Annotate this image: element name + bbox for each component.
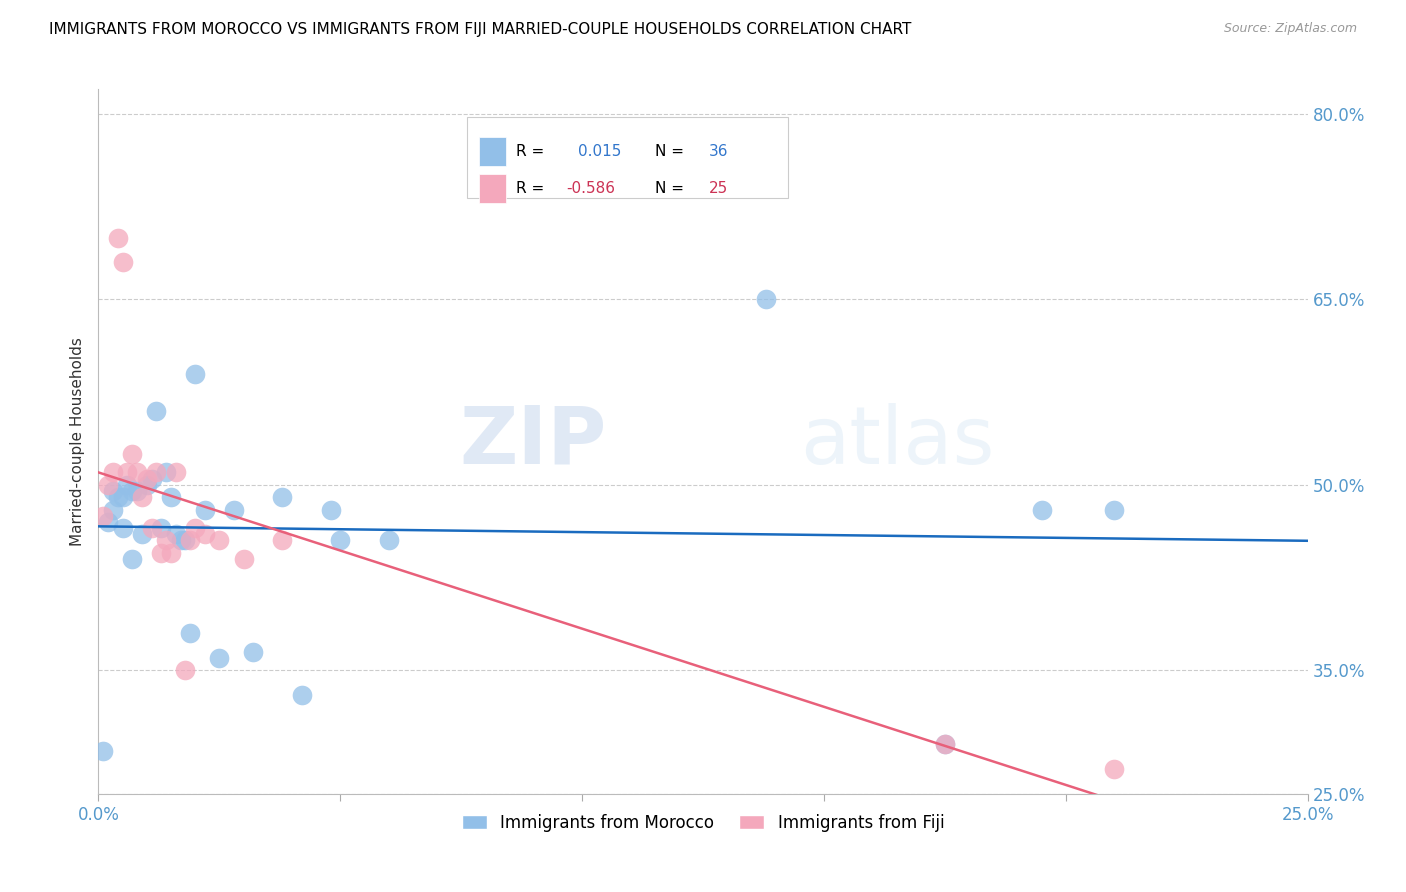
Point	[290, 688, 312, 702]
Point	[131, 527, 153, 541]
Text: -0.586: -0.586	[567, 181, 616, 196]
Text: atlas: atlas	[800, 402, 994, 481]
Point	[194, 527, 217, 541]
Point	[319, 502, 342, 516]
Text: IMMIGRANTS FROM MOROCCO VS IMMIGRANTS FROM FIJI MARRIED-COUPLE HOUSEHOLDS CORREL: IMMIGRANTS FROM MOROCCO VS IMMIGRANTS FR…	[49, 22, 911, 37]
Point	[208, 533, 231, 548]
Point	[121, 552, 143, 566]
Point	[160, 546, 183, 560]
Point	[145, 403, 167, 417]
Text: 25: 25	[709, 181, 728, 196]
Point	[107, 490, 129, 504]
Point	[127, 483, 149, 498]
Point	[169, 533, 191, 548]
Point	[141, 472, 163, 486]
Point	[101, 502, 124, 516]
Point	[934, 738, 956, 752]
Point	[150, 521, 173, 535]
Point	[208, 651, 231, 665]
Point	[160, 490, 183, 504]
Point	[150, 546, 173, 560]
Point	[1102, 502, 1125, 516]
Point	[155, 533, 177, 548]
Text: R =: R =	[516, 144, 554, 159]
Point	[111, 521, 134, 535]
Point	[111, 255, 134, 269]
Point	[194, 502, 217, 516]
Point	[165, 527, 187, 541]
Text: R =: R =	[516, 181, 548, 196]
Text: N =: N =	[655, 181, 689, 196]
Text: ZIP: ZIP	[458, 402, 606, 481]
Point	[91, 508, 114, 523]
Point	[121, 447, 143, 461]
Y-axis label: Married-couple Households: Married-couple Households	[69, 337, 84, 546]
Point	[101, 483, 124, 498]
Text: 0.015: 0.015	[578, 144, 621, 159]
Point	[179, 626, 201, 640]
Bar	[479, 136, 506, 166]
Point	[141, 521, 163, 535]
Text: 36: 36	[709, 144, 728, 159]
Point	[135, 472, 157, 486]
Bar	[479, 174, 506, 203]
Point	[179, 533, 201, 548]
Point	[271, 490, 294, 504]
Point	[329, 533, 352, 548]
Point	[271, 533, 294, 548]
Point	[131, 490, 153, 504]
Point	[145, 466, 167, 480]
Legend: Immigrants from Morocco, Immigrants from Fiji: Immigrants from Morocco, Immigrants from…	[456, 807, 950, 838]
Point	[1102, 762, 1125, 776]
Text: Source: ZipAtlas.com: Source: ZipAtlas.com	[1223, 22, 1357, 36]
Point	[174, 533, 197, 548]
Point	[97, 478, 120, 492]
Point	[934, 738, 956, 752]
Point	[755, 293, 778, 307]
Point	[155, 466, 177, 480]
Point	[121, 483, 143, 498]
Point	[165, 466, 187, 480]
Point	[184, 367, 207, 381]
Point	[135, 478, 157, 492]
Point	[101, 466, 124, 480]
Point	[1031, 502, 1053, 516]
Point	[117, 466, 139, 480]
Point	[97, 515, 120, 529]
Point	[117, 478, 139, 492]
Point	[111, 490, 134, 504]
Point	[242, 645, 264, 659]
Point	[222, 502, 245, 516]
Point	[91, 743, 114, 757]
Point	[184, 521, 207, 535]
Point	[127, 466, 149, 480]
Point	[107, 230, 129, 244]
Text: N =: N =	[655, 144, 689, 159]
Point	[377, 533, 399, 548]
Point	[232, 552, 254, 566]
FancyBboxPatch shape	[467, 118, 787, 198]
Point	[174, 663, 197, 677]
